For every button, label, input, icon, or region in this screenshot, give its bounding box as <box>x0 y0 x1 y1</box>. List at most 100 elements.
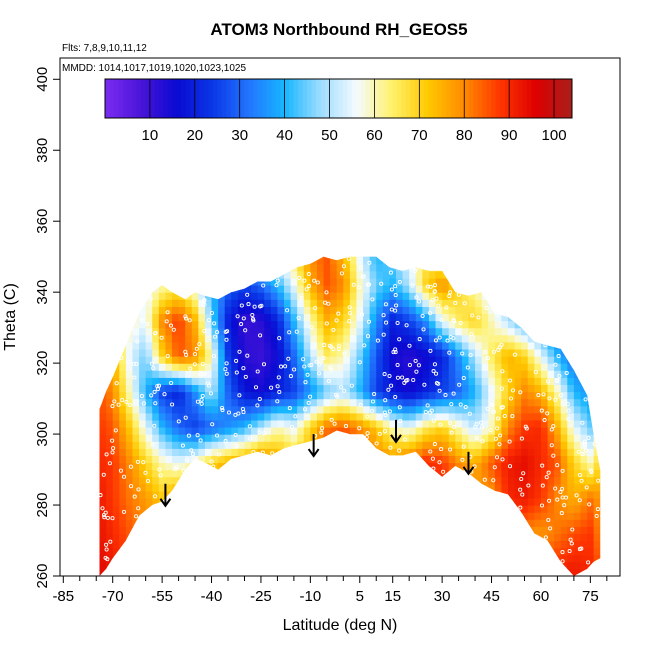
rh-cell <box>244 505 252 513</box>
sample-point <box>398 419 403 424</box>
rh-cell <box>106 398 114 407</box>
rh-cell <box>389 341 397 350</box>
colorbar-segment <box>338 79 344 118</box>
rh-cell <box>152 313 160 322</box>
rh-cell <box>303 462 311 471</box>
rh-cell <box>152 384 160 393</box>
rh-cell <box>428 526 437 535</box>
sample-point <box>101 472 106 477</box>
rh-cell <box>593 277 601 286</box>
rh-cell <box>422 533 430 542</box>
rh-cell <box>428 547 437 556</box>
rh-cell <box>158 526 167 535</box>
sample-point <box>414 369 419 374</box>
rh-cell <box>316 341 325 350</box>
rh-cell <box>132 505 140 513</box>
rh-cell <box>316 540 325 549</box>
rh-cell <box>330 370 338 378</box>
rh-cell <box>416 242 423 250</box>
rh-cell <box>185 320 193 329</box>
rh-cell <box>514 299 522 307</box>
rh-cell <box>218 256 226 258</box>
rh-cell <box>270 448 279 456</box>
rh-cell <box>376 497 384 506</box>
y-tick-label: 260 <box>34 563 51 588</box>
rh-cell <box>554 469 562 478</box>
rh-cell <box>363 412 371 421</box>
rh-cell <box>587 455 595 464</box>
rh-cell <box>382 356 391 364</box>
rh-cell <box>270 377 279 386</box>
rh-cell <box>106 419 114 428</box>
rh-cell <box>415 561 423 570</box>
sample-point <box>322 343 327 348</box>
rh-cell <box>567 554 575 563</box>
rh-cell <box>442 327 450 336</box>
rh-cell <box>185 533 193 542</box>
rh-cell <box>468 426 476 435</box>
rh-cell <box>284 554 292 563</box>
sample-point <box>317 362 322 367</box>
rh-cell <box>264 398 272 407</box>
rh-cell <box>369 334 377 343</box>
rh-cell <box>257 455 265 464</box>
rh-cell <box>422 356 430 364</box>
rh-cell <box>376 469 384 478</box>
rh-cell <box>310 263 318 272</box>
rh-cell <box>211 419 219 428</box>
rh-cell <box>587 412 595 421</box>
rh-cell <box>152 299 160 307</box>
rh-cell <box>468 285 476 293</box>
rh-cell <box>277 391 285 400</box>
rh-cell <box>409 576 416 584</box>
colorbar-segment <box>396 79 402 118</box>
rh-cell <box>336 469 344 478</box>
rh-cell <box>363 455 371 464</box>
rh-cell <box>356 313 364 322</box>
sample-point <box>366 282 372 287</box>
rh-cell <box>257 327 265 336</box>
rh-cell <box>284 398 292 407</box>
rh-cell <box>198 377 206 386</box>
rh-cell <box>244 348 252 357</box>
colorbar-segment <box>432 79 438 118</box>
rh-cell <box>158 469 167 478</box>
rh-cell <box>106 356 114 364</box>
rh-cell <box>330 576 337 584</box>
rh-cell <box>165 398 173 407</box>
rh-cell <box>356 533 364 542</box>
sample-point <box>458 402 463 407</box>
rh-cell <box>508 441 516 449</box>
rh-cell <box>112 299 120 307</box>
rh-cell <box>501 554 509 563</box>
colorbar-segment <box>401 79 407 118</box>
sample-point <box>553 397 558 402</box>
rh-cell <box>422 242 429 250</box>
rh-cell <box>567 412 575 421</box>
sample-point <box>224 361 229 366</box>
rh-cell <box>442 519 450 527</box>
rh-cell <box>112 476 120 485</box>
rh-cell <box>547 483 555 492</box>
colorbar-segment <box>280 79 286 118</box>
rh-cell <box>508 568 516 576</box>
colorbar-segment <box>342 79 348 118</box>
rh-cell <box>251 469 259 478</box>
rh-cell <box>587 270 595 279</box>
rh-cell <box>363 576 370 584</box>
rh-cell <box>547 263 555 272</box>
rh-cell <box>422 505 430 513</box>
rh-cell <box>547 299 555 307</box>
rh-cell <box>316 519 325 527</box>
rh-cell <box>468 505 476 513</box>
rh-cell <box>369 476 377 485</box>
rh-cell <box>218 306 226 315</box>
rh-cell <box>349 526 358 535</box>
rh-cell <box>244 391 252 400</box>
rh-cell <box>409 540 417 549</box>
rh-cell <box>396 490 404 499</box>
rh-cell <box>600 384 607 392</box>
rh-cell <box>428 434 437 442</box>
rh-cell <box>540 348 549 357</box>
rh-cell <box>363 554 371 563</box>
